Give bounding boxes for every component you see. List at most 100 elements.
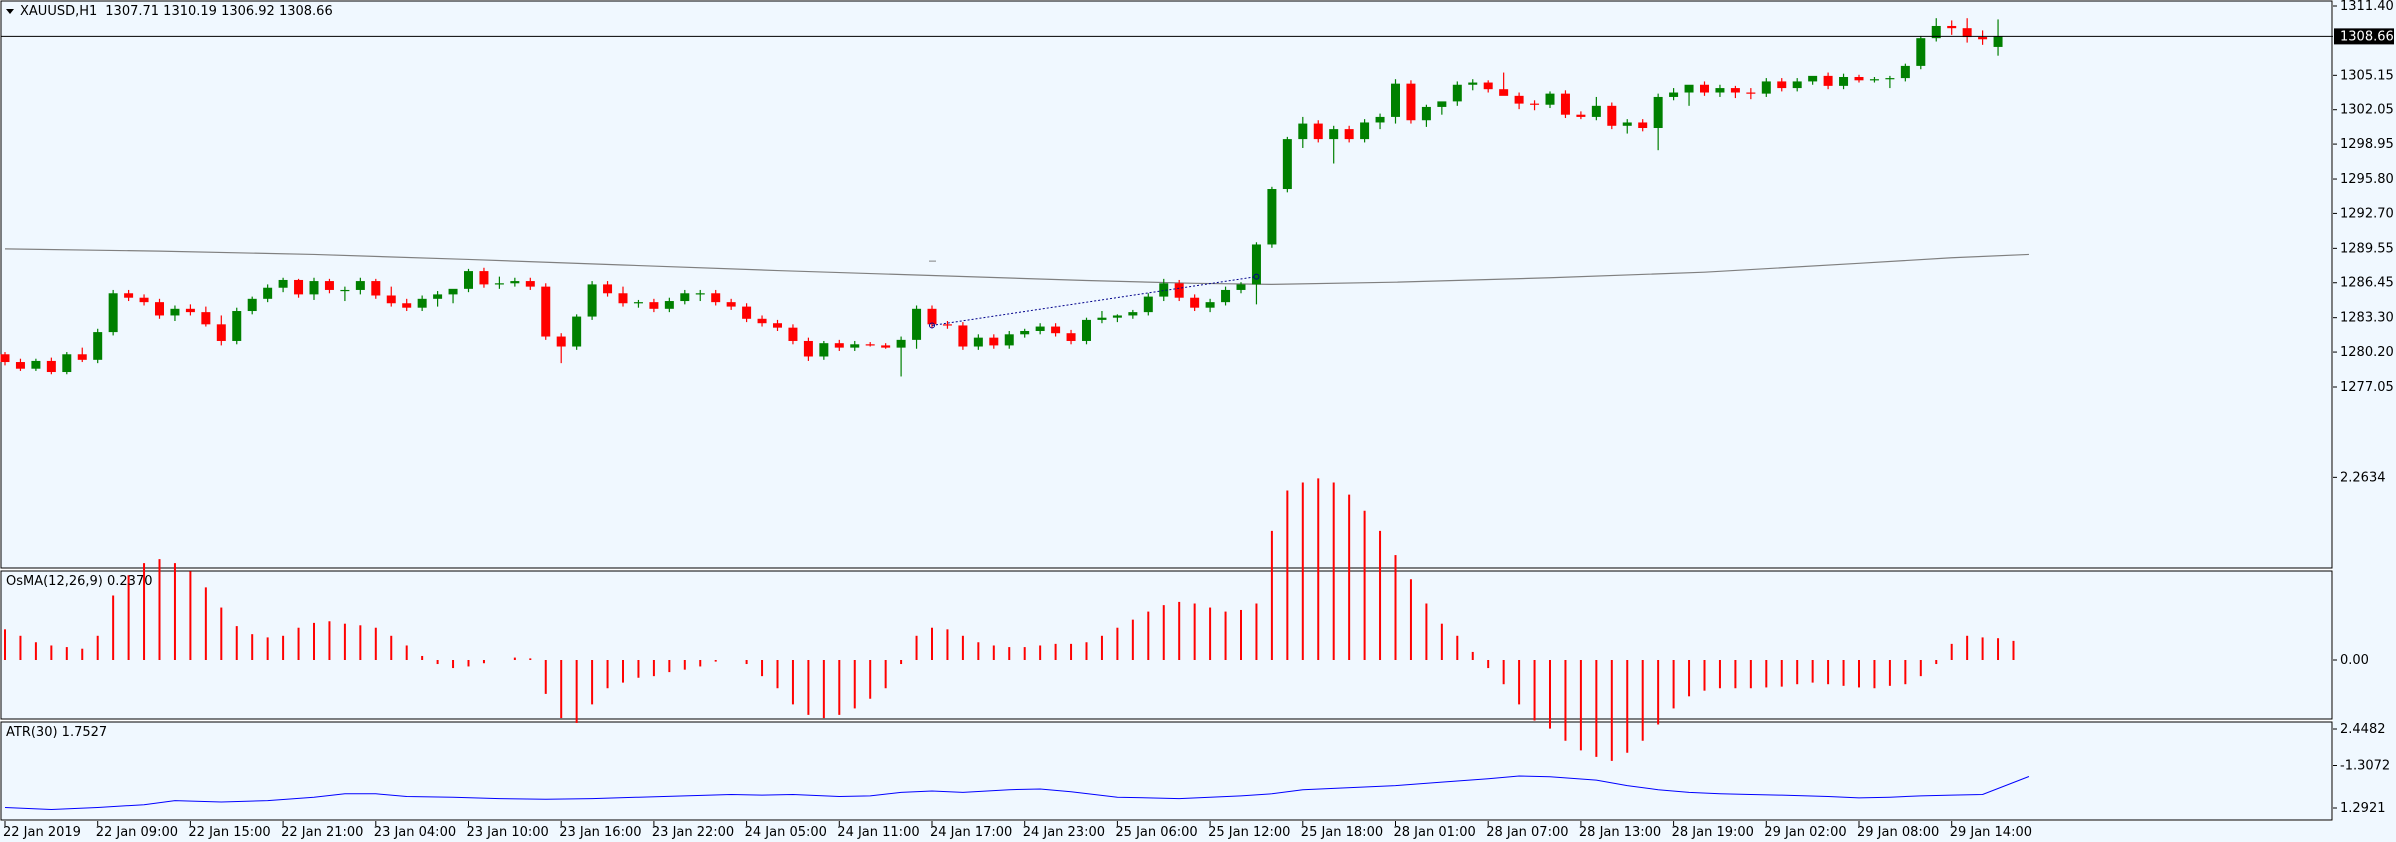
candle: [1483, 80, 1493, 93]
candle: [1993, 19, 2003, 56]
candle: [1437, 101, 1447, 115]
time-tick-label: 22 Jan 15:00: [188, 825, 270, 840]
candle: [1591, 96, 1601, 121]
candle-body: [1916, 38, 1926, 66]
candle: [201, 306, 211, 327]
candle-body: [1375, 116, 1385, 123]
candle: [1452, 81, 1462, 106]
candle-body: [324, 281, 334, 290]
current-price-box: [2334, 28, 2394, 45]
candle-body: [1267, 189, 1277, 245]
candle: [603, 281, 613, 297]
candle-body: [1174, 283, 1184, 298]
price-tick-label: 1283.30: [2340, 311, 2394, 326]
candle-body: [1715, 88, 1725, 93]
candle-body: [1035, 326, 1045, 331]
time-tick-label: 28 Jan 19:00: [1672, 825, 1754, 840]
candle: [108, 289, 118, 336]
candle: [0, 352, 10, 366]
candle: [1251, 242, 1261, 305]
candle: [1174, 279, 1184, 302]
candle: [1560, 90, 1570, 119]
candle: [587, 281, 597, 320]
candle: [1931, 18, 1941, 42]
atr-panel[interactable]: [0, 721, 2333, 821]
candle-body: [46, 360, 56, 373]
candle-body: [695, 293, 705, 295]
candle: [788, 324, 798, 345]
candle-body: [1746, 92, 1756, 94]
candle-body: [1020, 330, 1030, 335]
atr-tick-label: 1.2921: [2340, 801, 2386, 816]
candle: [1344, 125, 1354, 143]
candle-body: [726, 302, 736, 307]
candle-body: [417, 298, 427, 308]
price-tick-label: 1292.70: [2340, 206, 2394, 221]
candle-body: [803, 340, 813, 357]
candle-body: [618, 293, 628, 304]
candle-body: [1421, 106, 1431, 121]
candle-body: [1143, 296, 1153, 313]
candle: [1051, 323, 1061, 337]
candle-body: [155, 302, 164, 316]
time-tick-label: 22 Jan 09:00: [96, 825, 178, 840]
time-tick-label: 28 Jan 01:00: [1394, 825, 1476, 840]
candle: [1406, 80, 1416, 124]
candle: [263, 284, 273, 303]
candle: [803, 337, 813, 361]
candle-body: [773, 323, 782, 328]
symbol-dropdown-icon[interactable]: [6, 9, 14, 14]
candle: [324, 278, 334, 294]
candle-body: [1128, 312, 1138, 316]
candle-body: [1777, 81, 1787, 89]
time-tick-label: 23 Jan 10:00: [467, 825, 549, 840]
candle: [757, 315, 767, 327]
candle-body: [1236, 284, 1246, 290]
time-tick-label: 22 Jan 2019: [3, 825, 81, 840]
candle-body: [386, 295, 396, 304]
trend-line-anchor[interactable]: [929, 322, 935, 329]
candle-body: [201, 312, 211, 325]
candle: [1715, 84, 1725, 97]
candle: [572, 314, 582, 350]
candle-body: [1607, 105, 1617, 126]
osma-panel[interactable]: [0, 570, 2333, 720]
candle-body: [850, 344, 860, 348]
candle-body: [309, 281, 319, 295]
candle-body: [912, 308, 922, 340]
candle-body: [1329, 129, 1339, 140]
time-tick-label: 23 Jan 22:00: [652, 825, 734, 840]
ohlc-label: 1307.71 1310.19 1306.92 1308.66: [105, 4, 332, 19]
candle-body: [1730, 88, 1740, 93]
atr-label: ATR(30) 1.7527: [6, 725, 107, 740]
osma-tick-label: 0.00: [2340, 653, 2369, 668]
candle: [695, 289, 705, 302]
moving-average-line: [4, 248, 2029, 286]
candle: [1777, 78, 1787, 92]
candle-body: [680, 293, 690, 302]
candle-body: [1360, 122, 1370, 140]
candle: [726, 298, 736, 310]
candle: [155, 298, 164, 319]
candle-body: [1066, 333, 1076, 341]
price-tick-label: 1295.80: [2340, 172, 2394, 187]
chart-header: XAUUSD,H1 1307.71 1310.19 1306.92 1308.66: [20, 4, 333, 19]
trend-line-anchor[interactable]: [1253, 273, 1260, 280]
time-tick-label: 25 Jan 18:00: [1301, 825, 1383, 840]
candle-body: [371, 281, 381, 296]
candle-body: [587, 284, 597, 317]
trend-line[interactable]: [931, 276, 1257, 326]
candle-body: [185, 308, 195, 313]
candle-body: [1700, 84, 1709, 93]
candle: [989, 334, 999, 349]
candle: [633, 299, 643, 308]
candle-body: [31, 360, 41, 369]
candle: [834, 339, 844, 351]
candle: [1607, 102, 1617, 130]
candle-body: [1530, 103, 1540, 105]
candle-body: [139, 297, 149, 303]
price-tick-label: 1289.55: [2340, 241, 2394, 256]
price-axis-area: [2333, 0, 2396, 822]
candle-body: [1931, 25, 1941, 39]
